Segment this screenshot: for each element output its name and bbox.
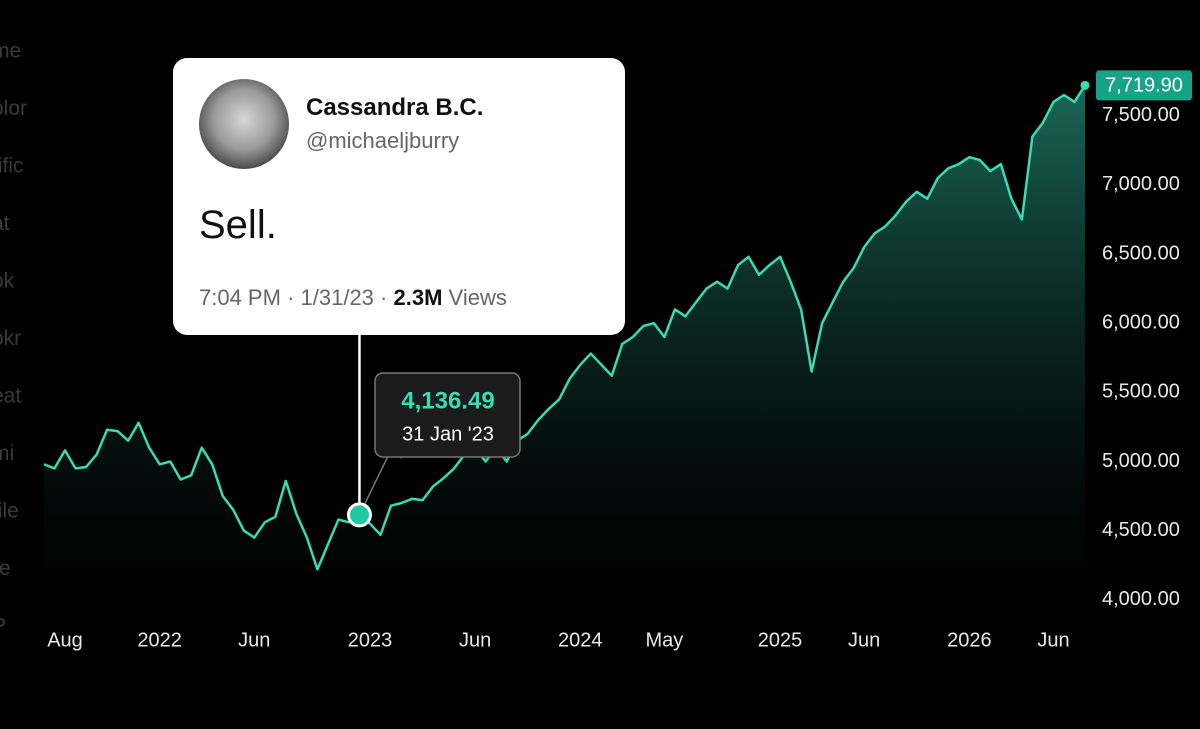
sidebar-item: ok xyxy=(0,270,15,293)
y-tick-label: 5,500.00 xyxy=(1102,381,1180,403)
sidebar-item: me xyxy=(0,40,21,63)
tweet-card: Cassandra B.C. @michaeljburry Sell. 7:04… xyxy=(173,58,625,335)
separator: · xyxy=(287,285,295,310)
sidebar-item: mi xyxy=(0,442,14,465)
x-tick-label: Jun xyxy=(848,629,880,651)
tooltip-date: 31 Jan '23 xyxy=(402,423,494,445)
x-tick-label: 2022 xyxy=(137,629,182,651)
y-tick-label: 6,000.00 xyxy=(1102,311,1180,333)
x-tick-label: Aug xyxy=(47,629,83,651)
x-tick-label: 2025 xyxy=(758,629,803,651)
y-tick-label: 7,000.00 xyxy=(1102,173,1180,195)
x-tick-label: Jun xyxy=(1037,629,1069,651)
sidebar-item: file xyxy=(0,500,19,523)
tooltip-box xyxy=(374,372,521,458)
tweet-name: Cassandra B.C. xyxy=(306,94,484,121)
x-tick-label: May xyxy=(645,629,683,651)
x-tick-label: 2024 xyxy=(558,629,603,651)
tooltip-value: 4,136.49 xyxy=(401,387,494,414)
y-tick-label: 4,500.00 xyxy=(1102,519,1180,541)
tweet-views-unit: Views xyxy=(448,285,507,310)
tweet-date: 1/31/23 xyxy=(300,285,374,310)
y-tick-label: 6,500.00 xyxy=(1102,242,1180,264)
tweet-meta: 7:04 PM · 1/31/23 · 2.3M Views xyxy=(199,285,507,311)
area xyxy=(44,85,1085,616)
sidebar-item: tific xyxy=(0,155,24,178)
x-tick-label: Jun xyxy=(459,629,491,651)
y-tick-label: 4,000.00 xyxy=(1102,588,1180,610)
avatar xyxy=(199,79,289,169)
sidebar-item: at xyxy=(0,212,10,235)
tweet-views: 2.3M xyxy=(393,285,443,310)
value-label: 7,719.90 xyxy=(1105,75,1183,97)
end-point xyxy=(1080,80,1090,90)
tweet-handle: @michaeljburry xyxy=(306,128,460,153)
sidebar-item: re xyxy=(0,557,11,580)
sidebar-item: P xyxy=(0,615,6,638)
marker xyxy=(346,502,372,528)
x-tick-label: Jun xyxy=(238,629,270,651)
x-tick-label: 2023 xyxy=(348,629,393,651)
sidebar-item: eat xyxy=(0,385,21,408)
value-badge xyxy=(1096,70,1192,101)
tweet-text: Sell. xyxy=(199,203,277,247)
line xyxy=(43,84,1087,571)
sidebar-item: olor xyxy=(0,97,27,120)
sidebar-item: okr xyxy=(0,327,21,350)
x-tick-label: 2026 xyxy=(947,629,992,651)
separator: · xyxy=(380,285,388,310)
y-tick-label: 5,000.00 xyxy=(1102,450,1180,472)
y-tick-label: 7,500.00 xyxy=(1102,104,1180,126)
tweet-time: 7:04 PM xyxy=(199,285,281,310)
